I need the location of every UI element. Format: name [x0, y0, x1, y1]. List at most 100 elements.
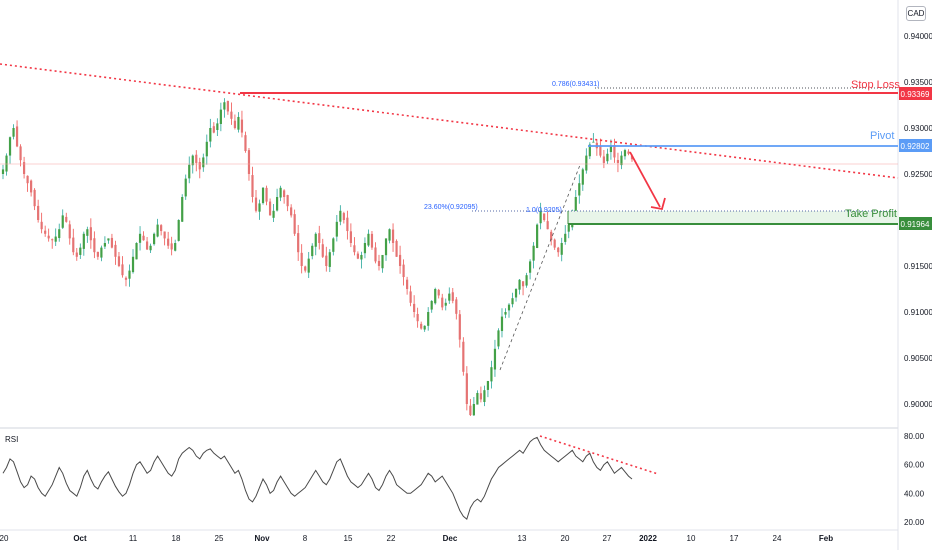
take-profit-zone [568, 211, 898, 224]
candle-body [441, 297, 444, 308]
candle-body [47, 235, 50, 239]
candle-body [409, 291, 412, 303]
candle-body [8, 137, 12, 156]
candle-body [219, 109, 222, 124]
candle-body [504, 312, 507, 315]
candle-body [609, 146, 613, 153]
candle-body [349, 231, 352, 243]
candle-body [493, 348, 497, 370]
candle-body [402, 264, 405, 278]
candle-body [427, 312, 430, 326]
candle-body [22, 162, 26, 174]
candle-body [536, 224, 539, 249]
candle-body [272, 210, 275, 218]
time-tick-label: 17 [730, 534, 739, 543]
candle-body [377, 260, 381, 266]
candle-body [300, 252, 303, 266]
candle-body [500, 316, 504, 332]
price-tick-label: 0.91500 [904, 262, 932, 271]
candlestick-series[interactable] [1, 98, 634, 416]
candle-body [423, 325, 426, 330]
candle-body [367, 233, 370, 246]
fib-236-label: 23.60%(0.92095) [424, 204, 478, 211]
candle-body [328, 252, 331, 267]
candle-body [75, 252, 78, 257]
pivot-price-tag [899, 139, 932, 152]
candle-body [254, 197, 258, 211]
candle-body [160, 225, 163, 232]
candle-body [304, 266, 307, 271]
candle-body [588, 144, 591, 157]
time-tick-label: 2022 [639, 534, 657, 543]
rsi-line [2, 436, 633, 520]
candle-body [145, 241, 149, 250]
candle-body [44, 230, 47, 234]
candle-body [476, 392, 479, 405]
candle-body [275, 197, 279, 211]
time-tick-label: 8 [303, 534, 308, 543]
candle-body [107, 238, 110, 241]
fib-1-label: 1.0(0.9205) [526, 207, 562, 214]
candle-body [335, 221, 338, 237]
candle-body [230, 111, 233, 119]
rsi-pane[interactable] [2, 435, 659, 520]
candle-body [153, 233, 156, 245]
currency-badge[interactable]: CAD [906, 6, 926, 21]
candle-body [258, 203, 261, 212]
candle-body [599, 145, 602, 156]
candle-body [156, 224, 159, 237]
candle-body [370, 233, 374, 248]
candle-body [353, 245, 356, 253]
annotations [0, 63, 899, 371]
time-tick-label: 27 [603, 534, 612, 543]
candle-body [93, 238, 96, 253]
time-tick-label: Nov [254, 534, 270, 543]
projection-arrow-head [650, 197, 666, 211]
rsi-tick-label: 60.00 [904, 461, 925, 470]
candle-body [216, 123, 219, 130]
price-tick-label: 0.94000 [904, 32, 932, 41]
candle-body [117, 256, 121, 266]
candle-body [290, 207, 293, 216]
candle-body [96, 251, 99, 257]
rsi-tick-label: 40.00 [904, 489, 925, 498]
time-tick-label: 15 [344, 534, 353, 543]
candle-body [170, 243, 173, 250]
stop-loss-label: Stop Loss [851, 79, 900, 91]
time-tick-label: 11 [129, 534, 138, 543]
candle-body [247, 150, 251, 174]
candle-body [37, 205, 40, 220]
candle-body [268, 201, 272, 216]
candle-body [195, 154, 198, 163]
candle-body [89, 227, 92, 241]
candle-body [627, 151, 630, 154]
pivot-label: Pivot [870, 130, 894, 142]
candle-body [311, 245, 314, 257]
candle-body [592, 141, 595, 143]
candle-body [138, 233, 142, 243]
candle-body [406, 279, 409, 289]
candle-body [128, 270, 131, 279]
candle-body [532, 245, 535, 261]
candle-body [332, 238, 335, 252]
candle-body [40, 221, 43, 230]
candle-body [507, 304, 511, 311]
candle-body [567, 224, 570, 232]
candle-body [30, 180, 33, 193]
candle-body [360, 254, 363, 260]
candle-body [346, 217, 349, 232]
candle-body [462, 341, 465, 372]
candle-body [416, 313, 419, 322]
candle-body [5, 155, 8, 172]
candle-body [581, 169, 584, 185]
candle-body [279, 187, 282, 198]
candle-body [283, 190, 286, 197]
candle-body [451, 292, 454, 301]
candle-body [374, 247, 377, 262]
candle-body [198, 161, 201, 170]
candle-body [518, 279, 521, 290]
time-tick-label: 24 [773, 534, 782, 543]
take-profit-price: 0.91964 [901, 220, 930, 229]
candle-body [174, 243, 177, 251]
